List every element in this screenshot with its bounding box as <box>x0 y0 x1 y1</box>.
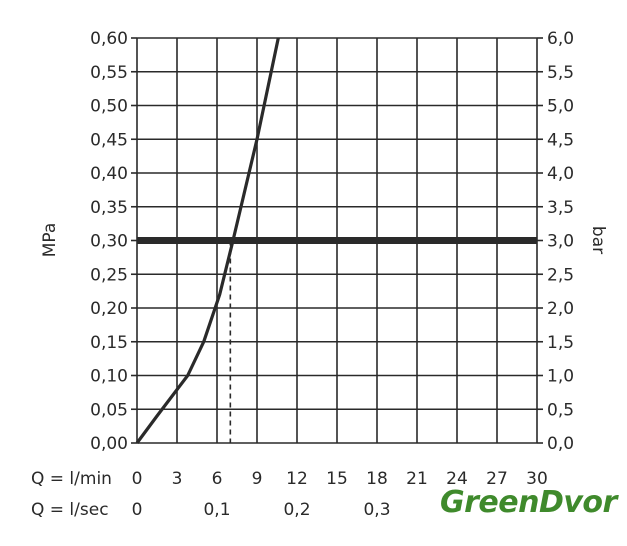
y-left-tick-label-7: 0,35 <box>90 198 128 218</box>
y-right-tick-label-12: 6,0 <box>547 29 574 49</box>
x-axis-label: Q = l/min <box>31 469 112 489</box>
x-tick-label-2: 6 <box>212 469 223 489</box>
x-tick-label-3: 9 <box>252 469 263 489</box>
y-left-tick-label-3: 0,15 <box>90 333 128 353</box>
y-axis-right-title: bar <box>588 226 608 254</box>
x2-tick-label-1: 0,1 <box>203 500 230 520</box>
y-right-tick-label-5: 2,5 <box>547 265 574 285</box>
y-left-tick-label-0: 0,00 <box>90 434 128 454</box>
x-tick-label-4: 12 <box>286 469 308 489</box>
y-left-tick-label-1: 0,05 <box>90 400 128 420</box>
y-right-tick-label-3: 1,5 <box>547 333 574 353</box>
y-axis-right: 0,0 0,5 1,0 1,5 2,0 2,5 3,0 3,5 4,0 4,5 5,0 5,5 6,0 <box>537 29 574 454</box>
x-tick-label-8: 24 <box>446 469 468 489</box>
y-right-tick-label-6: 3,0 <box>547 232 574 252</box>
x-axis-secondary-label: Q = l/sec <box>31 500 109 520</box>
y-left-tick-label-6: 0,30 <box>90 232 128 252</box>
y-axis-left-title: MPa <box>40 223 60 258</box>
y-right-tick-label-8: 4,0 <box>547 164 574 184</box>
x2-tick-label-3: 0,3 <box>363 500 390 520</box>
x-tick-label-1: 3 <box>172 469 183 489</box>
y-right-tick-label-9: 4,5 <box>547 130 574 150</box>
y-left-tick-label-10: 0,50 <box>90 97 128 117</box>
y-left-tick-label-12: 0,60 <box>90 29 128 49</box>
x-tick-label-0: 0 <box>132 469 143 489</box>
x-axis: 0 3 6 9 12 15 18 21 24 27 30 <box>132 469 548 489</box>
y-left-tick-label-8: 0,40 <box>90 164 128 184</box>
y-left-tick-label-2: 0,10 <box>90 367 128 387</box>
y-left-tick-label-11: 0,55 <box>90 63 128 83</box>
y-left-tick-label-9: 0,45 <box>90 130 128 150</box>
y-axis-left: 0,00 0,05 0,10 0,15 0,20 0,25 0,30 0,35 0,40 0,45… <box>90 29 137 454</box>
x-axis-secondary: 0 0,1 0,2 0,3 <box>132 500 391 520</box>
y-left-tick-label-5: 0,25 <box>90 265 128 285</box>
y-right-tick-label-4: 2,0 <box>547 299 574 319</box>
y-right-tick-label-10: 5,0 <box>547 97 574 117</box>
x-tick-label-6: 18 <box>366 469 388 489</box>
series-curve <box>135 37 280 444</box>
x2-tick-label-0: 0 <box>132 500 143 520</box>
watermark-logo: GreenDvor <box>440 485 617 520</box>
x-tick-label-9: 27 <box>486 469 508 489</box>
y-right-tick-label-2: 1,0 <box>547 367 574 387</box>
y-right-tick-label-1: 0,5 <box>547 400 574 420</box>
y-right-tick-label-0: 0,0 <box>547 434 574 454</box>
y-left-tick-label-4: 0,20 <box>90 299 128 319</box>
y-right-tick-label-11: 5,5 <box>547 63 574 83</box>
x-tick-label-10: 30 <box>526 469 548 489</box>
y-right-tick-label-7: 3,5 <box>547 198 574 218</box>
x2-tick-label-2: 0,2 <box>283 500 310 520</box>
x-tick-label-7: 21 <box>406 469 428 489</box>
x-tick-label-5: 15 <box>326 469 348 489</box>
